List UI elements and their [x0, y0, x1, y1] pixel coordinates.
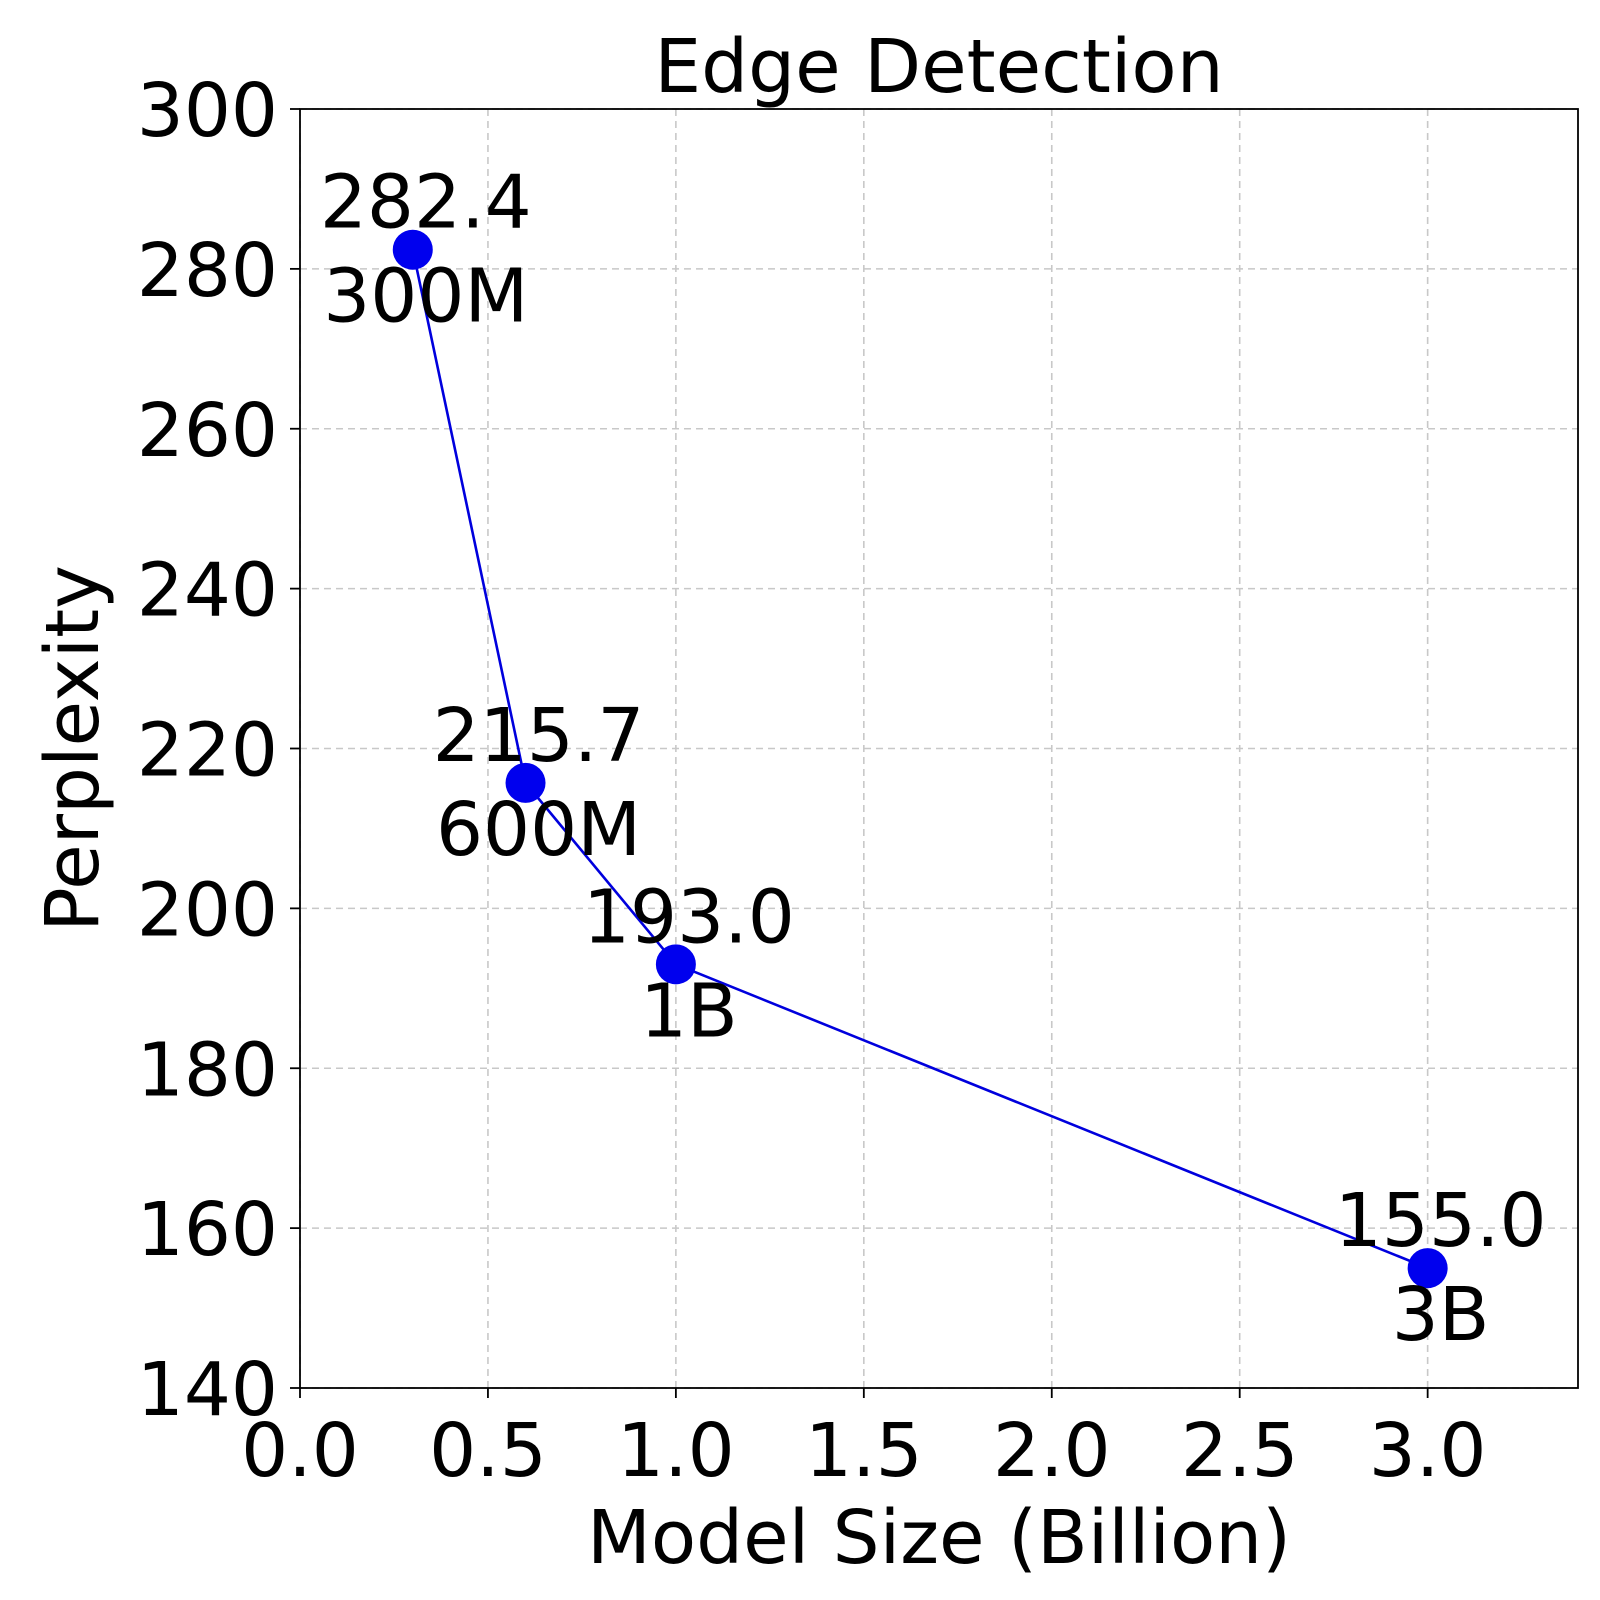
- y-tick-label: 200: [137, 867, 278, 953]
- y-tick-label: 240: [137, 548, 278, 634]
- value-label: 215.7: [433, 693, 645, 779]
- series-line: [411, 249, 1429, 1270]
- y-tick-label: 220: [137, 708, 278, 794]
- y-tick-label: 280: [137, 228, 278, 314]
- y-tick-label: 180: [137, 1027, 278, 1113]
- y-axis-label: Perplexity: [30, 565, 116, 932]
- x-tick-label: 2.5: [1181, 1408, 1299, 1494]
- y-tick-label: 260: [137, 388, 278, 474]
- series-line-layer: [411, 249, 1429, 1270]
- x-tick-label: 1.5: [805, 1408, 923, 1494]
- x-tick-label: 0.0: [241, 1408, 359, 1494]
- size-label: 300M: [323, 254, 528, 340]
- x-tick-label: 2.0: [993, 1408, 1111, 1494]
- x-axis-label: Model Size (Billion): [587, 1495, 1291, 1581]
- data-point: [655, 944, 696, 985]
- axis-ticks: 0.0 0.5 1.0 1.5 2.0 2.5 3.0 140 160 180 200 220 240 2…: [137, 68, 1487, 1494]
- marker-layer: [392, 229, 1448, 1289]
- y-tick-label: 300: [137, 68, 278, 154]
- data-point: [505, 762, 546, 803]
- x-tick-label: 0.5: [429, 1408, 547, 1494]
- y-tick-label: 160: [137, 1187, 278, 1273]
- value-label: 193.0: [583, 874, 795, 960]
- size-label: 3B: [1392, 1272, 1490, 1358]
- chart-title: Edge Detection: [654, 24, 1223, 110]
- size-label: 1B: [640, 968, 738, 1054]
- data-point: [1407, 1248, 1448, 1289]
- value-label: 282.4: [320, 160, 532, 246]
- data-point: [392, 229, 433, 270]
- x-tick-label: 1.0: [617, 1408, 735, 1494]
- value-label: 155.0: [1335, 1178, 1547, 1264]
- y-tick-label: 140: [137, 1347, 278, 1433]
- size-label: 600M: [436, 787, 641, 873]
- x-tick-label: 3.0: [1369, 1408, 1487, 1494]
